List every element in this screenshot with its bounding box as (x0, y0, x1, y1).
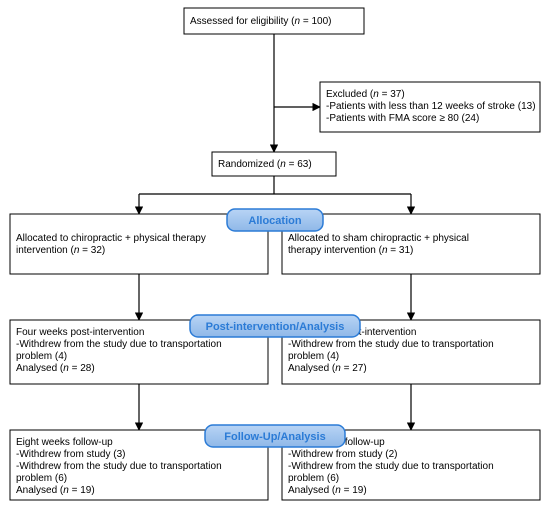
node-text: Analysed (n = 19) (288, 485, 367, 496)
node-text: -Withdrew from study (3) (16, 449, 125, 460)
node-text: Analysed (n = 28) (16, 363, 95, 374)
node-text: Allocated to chiropractic + physical the… (16, 233, 206, 244)
consort-flowchart: Assessed for eligibility (n = 100) Exclud… (0, 0, 550, 523)
node-assessed: Assessed for eligibility (n = 100) (184, 8, 364, 34)
node-text: Four weeks post-intervention (16, 327, 144, 338)
stage-label-post: Post-intervention/Analysis (190, 315, 360, 337)
node-text: Analysed (n = 27) (288, 363, 367, 374)
stage-label-followup: Follow-Up/Analysis (205, 425, 345, 447)
node-text: -Withdrew from the study due to transpor… (288, 339, 494, 350)
node-randomized: Randomized (n = 63) (212, 152, 336, 176)
stage-label-text: Allocation (248, 215, 301, 227)
node-text: problem (4) (16, 351, 67, 362)
node-text: problem (6) (288, 473, 339, 484)
node-text: Eight weeks follow-up (16, 437, 113, 448)
node-text: Analysed (n = 19) (16, 485, 95, 496)
node-text: therapy intervention (n = 31) (288, 245, 413, 256)
node-text: -Patients with FMA score ≥ 80 (24) (326, 113, 479, 124)
stage-label-allocation: Allocation (227, 209, 323, 231)
node-text: Excluded (n = 37) (326, 89, 405, 100)
node-text: -Withdrew from the study due to transpor… (16, 339, 222, 350)
node-text: -Withdrew from study (2) (288, 449, 397, 460)
stage-label-text: Follow-Up/Analysis (224, 431, 325, 443)
node-text: Assessed for eligibility (n = 100) (190, 16, 331, 27)
node-text: problem (6) (16, 473, 67, 484)
node-text: problem (4) (288, 351, 339, 362)
node-text: Randomized (n = 63) (218, 159, 312, 170)
stage-label-text: Post-intervention/Analysis (206, 321, 345, 333)
node-excluded: Excluded (n = 37)-Patients with less tha… (320, 82, 540, 132)
node-text: intervention (n = 32) (16, 245, 105, 256)
node-text: Allocated to sham chiropractic + physica… (288, 233, 469, 244)
node-text: -Withdrew from the study due to transpor… (16, 461, 222, 472)
node-text: -Patients with less than 12 weeks of str… (326, 101, 536, 112)
node-text: -Withdrew from the study due to transpor… (288, 461, 494, 472)
